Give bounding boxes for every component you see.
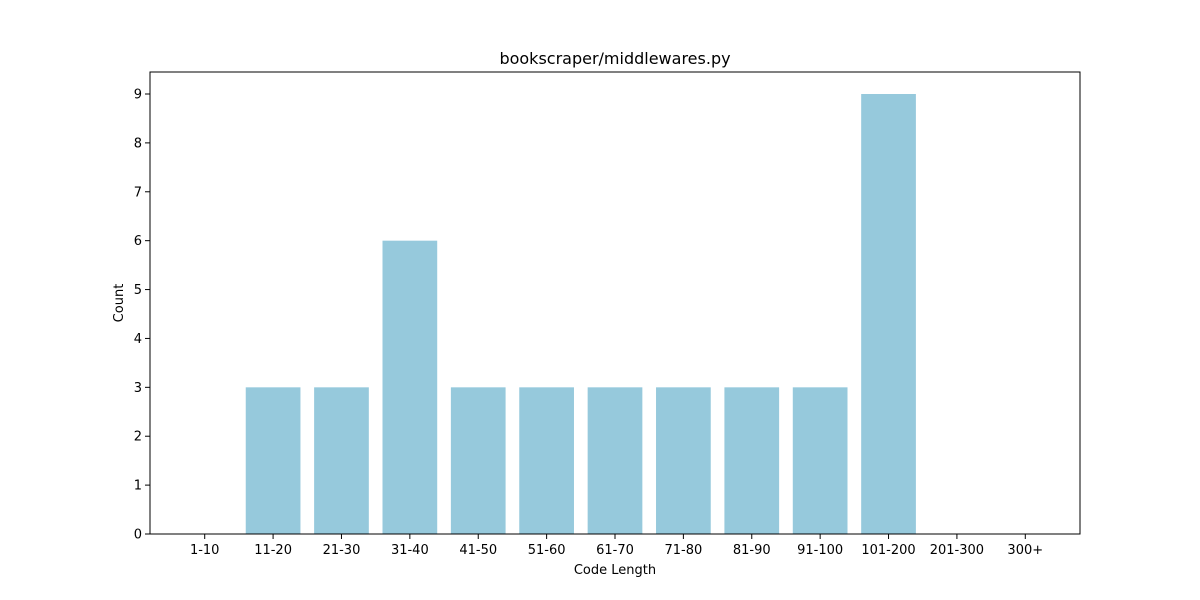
bar-101-200	[861, 94, 916, 534]
y-tick-label: 6	[134, 234, 142, 249]
x-tick-label: 1-10	[190, 543, 220, 558]
x-axis-label: Code Length	[574, 563, 656, 578]
bar-71-80	[656, 387, 711, 534]
bars-group	[245, 94, 916, 535]
x-tick-label: 11-20	[254, 543, 292, 558]
x-tick-label: 300+	[1007, 543, 1043, 558]
y-tick-label: 7	[134, 185, 142, 200]
x-tick-label: 71-80	[664, 543, 702, 558]
y-axis-label: Count	[112, 284, 127, 323]
y-tick-label: 1	[134, 479, 142, 494]
x-tick-label: 31-40	[391, 543, 429, 558]
x-tick-label: 91-100	[797, 543, 843, 558]
y-tick-label: 8	[134, 136, 142, 151]
y-tick-label: 3	[134, 381, 142, 396]
x-tick-label: 41-50	[459, 543, 497, 558]
x-tick-label: 51-60	[528, 543, 566, 558]
y-tick-label: 0	[134, 528, 142, 543]
y-tick-label: 9	[134, 88, 142, 103]
x-tick-label: 101-200	[861, 543, 915, 558]
y-axis: 0 1 2 3 4 5 6 7 8 9	[134, 88, 150, 543]
x-tick-label: 61-70	[596, 543, 634, 558]
bar-81-90	[724, 387, 780, 534]
bar-91-100	[792, 387, 848, 534]
bar-61-70	[587, 387, 643, 534]
x-tick-label: 21-30	[323, 543, 361, 558]
y-tick-label: 4	[134, 332, 142, 347]
x-axis: 1-10 11-20 21-30 31-40 41-50 51-60 61-70 71-80 8…	[190, 534, 1043, 558]
bar-31-40	[382, 240, 438, 535]
y-tick-label: 2	[134, 430, 142, 445]
y-tick-label: 5	[134, 283, 142, 298]
bar-11-20	[245, 387, 301, 534]
bar-51-60	[519, 387, 574, 534]
chart-title: bookscraper/middlewares.py	[499, 49, 730, 68]
bar-21-30	[314, 387, 369, 534]
bar-41-50	[450, 387, 506, 534]
x-tick-label: 81-90	[733, 543, 771, 558]
x-tick-label: 201-300	[930, 543, 984, 558]
